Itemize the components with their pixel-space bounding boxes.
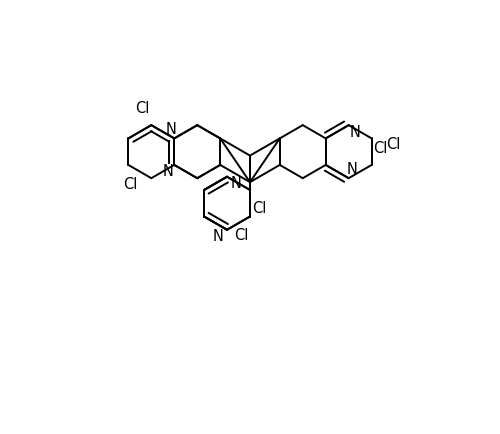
Text: N: N [231,176,242,191]
Text: N: N [212,229,223,243]
Text: N: N [349,124,360,139]
Text: N: N [166,122,176,137]
Text: N: N [347,162,358,177]
Text: Cl: Cl [234,227,248,242]
Text: Cl: Cl [386,137,400,152]
Text: Cl: Cl [123,177,138,191]
Text: N: N [163,164,174,179]
Text: Cl: Cl [252,201,266,216]
Text: Cl: Cl [136,101,149,116]
Text: Cl: Cl [374,141,388,155]
